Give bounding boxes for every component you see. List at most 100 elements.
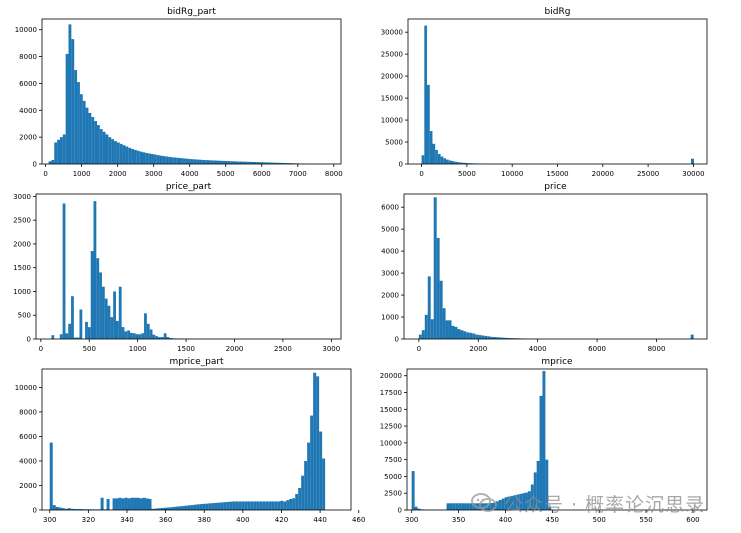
histogram-bar [85,107,89,164]
histogram-bar [160,508,164,510]
histogram-bar [158,337,161,339]
histogram-bar [443,158,447,164]
histogram-bar [130,332,133,339]
x-tick-label: 6000 [588,345,606,353]
y-tick-label: 4000 [381,248,399,256]
y-tick-label: 10000 [381,117,403,125]
histogram-bar [446,159,449,164]
histogram-bar [530,484,534,510]
histogram-bar [79,509,83,510]
x-tick-label: 400 [236,516,249,524]
histogram-bar [256,501,260,510]
histogram-bar [414,506,418,510]
histogram-bar [202,503,206,510]
x-tick-label: 4000 [181,170,199,178]
x-tick-label: 8000 [325,170,343,178]
histogram-bar [156,155,160,164]
histogram-bar [522,493,526,510]
x-tick-label: 2000 [226,345,244,353]
histogram-bar [68,24,72,165]
histogram-bar [211,503,215,510]
histogram-bar [107,305,111,339]
histogram-bar [271,501,275,510]
histogram-bar [90,251,94,339]
histogram-bar [115,320,119,339]
histogram-bar [499,337,503,339]
histogram-bar [94,121,97,164]
histogram-bar [99,272,102,339]
histogram-bar [250,161,254,164]
histogram-bar [223,502,227,510]
histogram-bar [475,334,479,339]
histogram-bar [108,137,112,164]
histogram-bar [121,327,125,339]
histogram-bar [267,162,271,164]
histogram-bar [71,39,75,164]
histogram-bar [417,508,421,510]
histogram-bar [128,147,132,164]
chart-title: mprice [541,357,573,367]
histogram-bar [504,497,508,510]
x-tick-label: 340 [120,516,133,524]
histogram-bar [160,337,164,339]
histogram-bar [51,335,55,339]
y-tick-label: 20000 [381,73,403,81]
histogram-bar [484,335,488,339]
y-tick-label: 30000 [381,29,403,37]
histogram-bar [457,329,461,339]
x-tick-label: 360 [159,516,172,524]
histogram-bar [124,331,128,339]
y-tick-label: 10000 [15,384,37,392]
histogram-bar [76,509,80,510]
histogram-bar [442,308,446,339]
watermark-text: 公众号 · 概率论沉思录 [504,493,706,516]
wechat-icon [471,493,497,512]
histogram-bar [493,337,497,339]
histogram-bar [244,501,248,510]
histogram-bar [445,320,449,339]
histogram-bar [527,491,531,510]
histogram-bar [79,94,83,164]
histogram-bar [452,503,456,510]
x-tick-label: 550 [639,516,652,524]
histogram-bar [451,161,455,164]
histogram-bar [284,163,288,164]
histogram-bar [440,156,444,164]
histogram-bar [155,336,159,339]
x-tick-label: 2500 [274,345,292,353]
histogram-bar [100,497,104,510]
histogram-bar [49,442,53,510]
y-tick-label: 25000 [381,51,403,59]
histogram-bar [131,148,134,164]
histogram-bar [163,333,167,339]
histogram-bar [152,334,156,339]
histogram-bar [157,508,161,510]
histogram-bar [513,495,517,510]
histogram-bar [242,161,245,164]
histogram-bar [244,161,248,164]
x-tick-label: 300 [43,516,56,524]
histogram-bar [455,503,459,510]
y-tick-label: 3000 [13,193,31,201]
histogram-bar [65,333,69,339]
histogram-bar [82,100,86,164]
histogram-bar [79,309,83,339]
histogram-bar [519,493,523,510]
histogram-bar [173,157,177,164]
histogram-bar [283,501,287,510]
chart-title: bidRg_part [167,7,216,17]
histogram-bar [205,503,209,510]
histogram-bar [262,162,265,164]
y-tick-label: 4000 [19,107,37,115]
histogram-bar [169,507,173,510]
histogram-bar [322,458,326,510]
axes-frame [403,193,708,340]
x-tick-label: 2000 [469,345,487,353]
histogram-bar [65,53,69,164]
x-tick-label: 440 [313,516,326,524]
histogram-bar [133,497,137,510]
histogram-bar [316,376,320,510]
histogram-bar [298,487,302,510]
histogram-bar [481,335,485,339]
